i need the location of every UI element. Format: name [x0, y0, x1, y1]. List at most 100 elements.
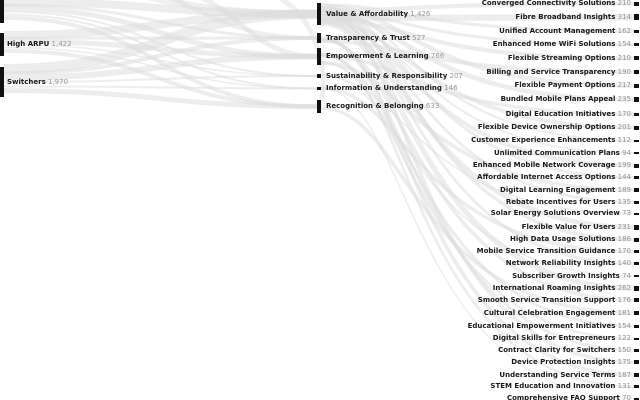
topic-label: Fibre Broadband Insights	[515, 12, 616, 21]
topic-value: 74	[619, 271, 631, 280]
node-title: Switchers	[7, 77, 46, 86]
node-title: Empowerment & Learning	[326, 52, 429, 60]
topic-value: 199	[615, 161, 631, 169]
sankey-flow-ribbon	[320, 74, 635, 277]
topic-label: Bundled Mobile Plans Appeal	[500, 95, 616, 103]
topic-node-bar	[634, 200, 639, 204]
topic-value: 210	[615, 53, 631, 62]
sankey-flow-ribbon	[3, 43, 318, 77]
sankey-flow-ribbon	[147, 0, 318, 18]
topic-row: High Data Usage Solutions 186	[510, 235, 639, 244]
theme-node-bar	[317, 3, 321, 25]
topic-label: Digital Education Initiatives	[505, 109, 616, 118]
topic-label: Solar Energy Solutions Overview	[490, 209, 620, 217]
topic-value: 189	[615, 185, 631, 194]
topic-label: Understanding Service Terms	[499, 370, 616, 379]
sankey-flow-ribbon	[320, 54, 635, 116]
sankey-flow-ribbon	[3, 88, 318, 109]
topic-label: Enhanced Home WiFi Solutions	[492, 40, 616, 49]
topic-value: 201	[615, 123, 631, 131]
topic-row: Network Reliability Insights 140	[506, 259, 639, 268]
sankey-flow-ribbon	[320, 53, 635, 328]
topic-label: Flexible Payment Options	[514, 81, 616, 90]
topic-node-bar	[634, 152, 639, 154]
sankey-flow-ribbon	[3, 75, 318, 83]
node-title: Recognition & Belonging	[326, 102, 424, 110]
topic-value: 187	[615, 370, 631, 379]
topic-node-bar	[634, 224, 639, 230]
theme-node-label: Value & Affordability 1,426	[326, 10, 430, 19]
topic-label: Flexible Value for Users	[521, 222, 616, 231]
segment-node-bar	[0, 0, 4, 23]
topic-value: 70	[619, 394, 631, 400]
sankey-flow-ribbon	[320, 3, 635, 33]
topic-node-bar	[634, 275, 639, 277]
segment-node-bar	[0, 67, 4, 97]
topic-label: Contract Clarity for Switchers	[498, 345, 616, 354]
topic-node-bar	[634, 250, 639, 253]
topic-row: International Roaming Insights 262	[493, 284, 639, 293]
topic-row: Enhanced Home WiFi Solutions 154	[493, 40, 639, 49]
theme-node-bar	[317, 33, 321, 43]
topic-label: Comprehensive FAQ Support	[506, 394, 620, 400]
topic-row: Digital Education Initiatives 170	[506, 110, 639, 119]
topic-value: 231	[615, 222, 631, 231]
topic-node-bar	[634, 385, 639, 389]
topic-node-bar	[634, 311, 639, 315]
sankey-flow-ribbon	[3, 9, 318, 74]
segment-node-label: High ARPU 1,422	[7, 40, 72, 49]
topic-node-bar	[634, 43, 639, 47]
topic-row: Enhanced Mobile Network Coverage 199	[473, 161, 639, 170]
node-title: Value & Affordability	[326, 9, 409, 18]
node-value: 1,970	[45, 77, 69, 86]
topic-node-bar	[634, 139, 639, 142]
sankey-flow-ribbon	[320, 75, 635, 215]
sankey-flow-ribbon	[277, 0, 326, 109]
topic-value: 217	[615, 81, 631, 90]
topic-node-bar	[634, 298, 639, 302]
sankey-flow-ribbon	[169, 0, 318, 40]
topic-row: STEM Education and Innovation 131	[490, 382, 639, 391]
node-title: Information & Understanding	[326, 84, 442, 92]
topic-row: Converged Connectivity Solutions 210	[482, 0, 639, 8]
theme-node-label: Sustainability & Responsibility 207	[326, 72, 463, 81]
topic-row: Unlimited Communication Plans 94	[494, 149, 639, 158]
topic-row: Flexible Value for Users 231	[522, 223, 639, 232]
topic-value: 135	[615, 197, 631, 206]
topic-row: Understanding Service Terms 187	[499, 371, 639, 380]
topic-label: Billing and Service Transparency	[486, 67, 616, 76]
node-value: 1,422	[49, 40, 72, 48]
sankey-flow-ribbon	[320, 8, 635, 365]
topic-row: Affordable Internet Access Options 144	[477, 173, 639, 182]
topic-label: Digital Skills for Entrepreneurs	[492, 334, 616, 342]
topic-value: 314	[615, 12, 631, 21]
segment-node-bar	[0, 33, 4, 56]
topic-row: Rebate Incentives for Users 135	[506, 198, 639, 207]
node-title: Transparency & Trust	[326, 33, 410, 42]
topic-value: 131	[615, 382, 631, 391]
theme-node-label: Information & Understanding 146	[326, 84, 458, 93]
topic-value: 186	[615, 235, 631, 243]
topic-label: Mobile Service Transition Guidance	[476, 247, 616, 255]
topic-value: 73	[619, 209, 631, 217]
topic-label: Enhanced Mobile Network Coverage	[472, 161, 616, 169]
theme-node-label: Transparency & Trust 527	[326, 34, 426, 43]
topic-row: Billing and Service Transparency 190	[486, 68, 639, 77]
topic-label: STEM Education and Innovation	[490, 382, 616, 391]
topic-value: 175	[615, 357, 631, 366]
topic-row: Digital Skills for Entrepreneurs 122	[493, 334, 639, 343]
topic-row: Flexible Streaming Options 210	[508, 54, 639, 63]
topic-row: Solar Energy Solutions Overview 73	[491, 209, 639, 218]
topic-label: Converged Connectivity Solutions	[481, 0, 616, 7]
topic-row: Bundled Mobile Plans Appeal 235	[501, 95, 639, 104]
sankey-flow-ribbon	[320, 6, 635, 179]
topic-label: Smooth Service Transition Support	[477, 295, 616, 304]
node-value: 207	[447, 71, 463, 80]
topic-label: Rebate Incentives for Users	[505, 197, 616, 206]
topic-node-bar	[634, 188, 639, 192]
topic-label: Affordable Internet Access Options	[477, 173, 616, 181]
node-value: 527	[409, 33, 426, 42]
segment-node-label: Switchers 1,970	[7, 78, 68, 87]
